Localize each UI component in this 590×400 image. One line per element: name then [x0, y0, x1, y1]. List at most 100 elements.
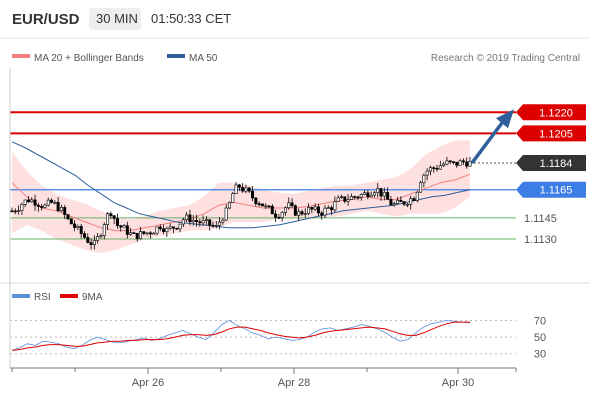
- candle: [458, 158, 462, 166]
- legend-ma50-swatch: [167, 54, 185, 58]
- candle: [89, 238, 93, 250]
- candle: [247, 186, 251, 194]
- candle: [181, 217, 185, 228]
- candle: [366, 189, 370, 200]
- candle: [468, 156, 472, 167]
- candle: [221, 218, 225, 225]
- ma20-line: [11, 173, 471, 232]
- rsi-tick-label: 30: [534, 349, 546, 361]
- rsi-panel: 70 50 30: [10, 315, 546, 361]
- candle: [313, 203, 317, 212]
- price-label: 1.1145: [524, 213, 557, 225]
- x-tick-label: Apr 30: [442, 377, 474, 389]
- candle: [432, 166, 436, 173]
- candle: [333, 196, 337, 213]
- candle: [231, 191, 235, 203]
- price-tag: [516, 181, 586, 198]
- candle: [129, 227, 133, 236]
- bollinger-band-fill: [12, 140, 470, 254]
- candle: [277, 214, 281, 220]
- candle: [280, 211, 284, 222]
- candle: [125, 221, 129, 239]
- candle: [79, 223, 83, 239]
- candle: [336, 195, 340, 203]
- candle: [379, 188, 383, 201]
- candle: [145, 232, 149, 236]
- interval-badge[interactable]: [89, 8, 141, 30]
- candle: [303, 208, 307, 218]
- candle: [438, 160, 442, 170]
- candle: [109, 211, 113, 219]
- candle: [175, 227, 179, 230]
- candle: [435, 164, 439, 172]
- candle: [198, 218, 202, 227]
- candle: [30, 197, 34, 203]
- candle: [396, 196, 400, 205]
- candle: [425, 168, 429, 181]
- candle: [290, 198, 294, 209]
- candle: [76, 224, 80, 231]
- forecast-arrow-head: [496, 109, 514, 129]
- candle: [455, 161, 459, 168]
- candle: [244, 184, 248, 194]
- candle: [372, 190, 376, 198]
- candle: [99, 233, 103, 239]
- candle: [36, 202, 40, 212]
- candle: [353, 195, 357, 200]
- candle: [386, 187, 390, 200]
- candle: [142, 231, 146, 236]
- price-tag: [516, 154, 586, 171]
- candle: [112, 215, 116, 225]
- candle: [132, 231, 136, 235]
- candle: [346, 194, 350, 206]
- candle: [122, 224, 126, 228]
- candle: [224, 204, 228, 222]
- legend-ma20-swatch: [12, 54, 30, 58]
- source-credit: Research © 2019 Trading Central: [431, 53, 580, 64]
- candle: [320, 210, 324, 220]
- candle: [254, 197, 258, 207]
- candle: [287, 197, 291, 210]
- candle: [135, 232, 139, 242]
- candle: [227, 201, 231, 210]
- candle: [428, 165, 432, 176]
- candle: [69, 218, 73, 225]
- candle: [66, 213, 70, 221]
- candle: [310, 206, 314, 214]
- candle: [452, 161, 456, 165]
- candle: [363, 189, 367, 195]
- timestamp: 01:50:33 CET: [151, 11, 231, 26]
- candle: [392, 201, 396, 207]
- candle: [96, 233, 100, 244]
- candle: [270, 204, 274, 215]
- candle: [445, 156, 449, 166]
- candle: [102, 222, 106, 240]
- candle: [415, 191, 419, 203]
- candle: [119, 224, 123, 232]
- candle: [204, 216, 208, 226]
- legend-rsi-label: RSI: [34, 292, 51, 303]
- candle: [168, 223, 172, 230]
- x-axis: Apr 26 Apr 28 Apr 30: [11, 368, 517, 389]
- candle: [323, 205, 327, 219]
- candle: [376, 183, 380, 198]
- bollinger-bands: [12, 140, 470, 254]
- legend-9ma-label: 9MA: [82, 292, 103, 303]
- candle: [155, 226, 159, 236]
- candle: [50, 198, 54, 204]
- price-labels: 1.1220 1.1205 1.1184 1.1165 1.1145 1.1130: [516, 104, 586, 246]
- candle: [46, 197, 50, 207]
- candle: [20, 202, 24, 215]
- candle: [402, 200, 406, 207]
- candle: [356, 195, 360, 201]
- candle: [139, 226, 143, 240]
- candle: [409, 195, 413, 210]
- candle: [23, 199, 27, 208]
- candle: [382, 187, 386, 201]
- candle: [297, 208, 301, 221]
- candle: [152, 232, 156, 235]
- legend-ma20-label: MA 20 + Bollinger Bands: [34, 53, 144, 64]
- candle: [92, 235, 96, 250]
- candle: [422, 173, 426, 188]
- candle: [115, 213, 119, 229]
